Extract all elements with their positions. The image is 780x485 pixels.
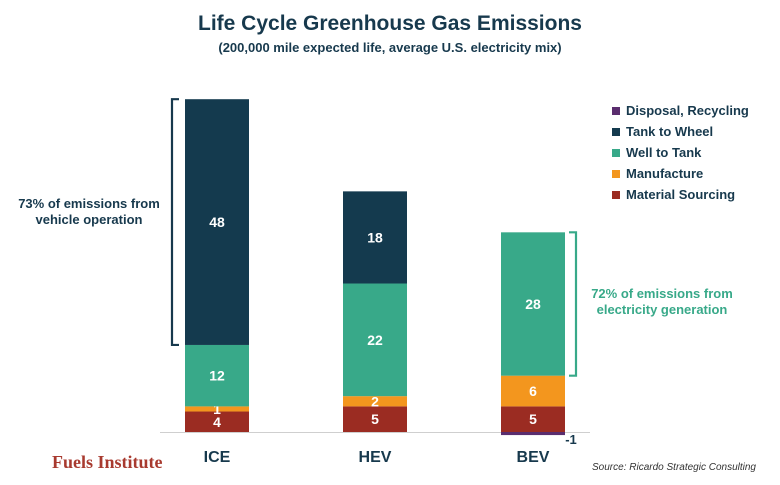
bar-segment-hev-manufacture (343, 396, 407, 407)
legend-item-tank-to-wheel: Tank to Wheel (612, 121, 749, 142)
source-note: Source: Ricardo Strategic Consulting (592, 462, 756, 473)
bracket-vehicle-operation (170, 98, 179, 347)
chart-title: Life Cycle Greenhouse Gas Emissions (198, 12, 582, 35)
legend-item-material-sourcing: Material Sourcing (612, 184, 749, 205)
bar-segment-ice-manufacture (185, 406, 249, 412)
data-label-ice-well-to-tank: 12 (209, 368, 225, 384)
data-label-ice-manufacture: 1 (213, 401, 221, 417)
data-label-bev-well-to-tank: 28 (525, 296, 541, 312)
annotation-electricity-generation: 72% of emissions from electricity genera… (591, 286, 733, 317)
data-label-ice-material-sourcing: 4 (213, 414, 221, 430)
legend-swatch (612, 169, 620, 178)
data-label-bev-material-sourcing: 5 (529, 411, 537, 427)
category-label-bev: BEV (517, 449, 550, 466)
data-label-bev-disposal-recycling: -1 (565, 432, 577, 447)
legend-item-well-to-tank: Well to Tank (612, 142, 749, 163)
bar-segment-bev-disposal-recycling (501, 432, 565, 436)
bar-segment-bev-material-sourcing (501, 406, 565, 432)
chart-legend: Disposal, Recycling Tank to Wheel Well to … (612, 100, 749, 205)
category-label-hev: HEV (359, 449, 392, 466)
data-label-hev-material-sourcing: 5 (371, 411, 379, 427)
legend-label: Tank to Wheel (626, 124, 714, 139)
data-label-bev-manufacture: 6 (529, 383, 537, 399)
legend-item-disposal-recycling: Disposal, Recycling (612, 100, 749, 121)
legend-swatch (612, 148, 620, 157)
legend-swatch (612, 127, 620, 136)
bar-segment-bev-well-to-tank (501, 232, 565, 376)
legend-swatch (612, 190, 620, 199)
bar-segment-ice-well-to-tank (185, 344, 249, 407)
legend-item-manufacture: Manufacture (612, 163, 749, 184)
data-label-hev-manufacture: 2 (371, 393, 379, 409)
legend-label: Well to Tank (626, 145, 702, 160)
data-label-hev-well-to-tank: 22 (367, 332, 383, 348)
data-label-ice-tank-to-wheel: 48 (209, 214, 225, 230)
bar-segment-hev-tank-to-wheel (343, 191, 407, 284)
legend-swatch (612, 106, 620, 115)
bracket-electricity-generation (569, 231, 578, 377)
bar-segment-bev-manufacture (501, 375, 565, 407)
fuels-institute-logo: Fuels Institute (52, 452, 163, 472)
legend-label: Manufacture (626, 166, 704, 181)
legend-label: Material Sourcing (626, 187, 736, 202)
data-label-hev-tank-to-wheel: 18 (367, 229, 383, 245)
bar-segment-hev-well-to-tank (343, 283, 407, 397)
category-label-ice: ICE (204, 449, 231, 466)
bar-segment-ice-tank-to-wheel (185, 99, 249, 345)
annotation-vehicle-operation: 73% of emissions from vehicle operation (18, 196, 160, 227)
bar-segment-ice-material-sourcing (185, 411, 249, 432)
legend-label: Disposal, Recycling (626, 103, 749, 118)
chart-subtitle: (200,000 mile expected life, average U.S… (218, 40, 562, 55)
bar-segment-hev-material-sourcing (343, 406, 407, 432)
